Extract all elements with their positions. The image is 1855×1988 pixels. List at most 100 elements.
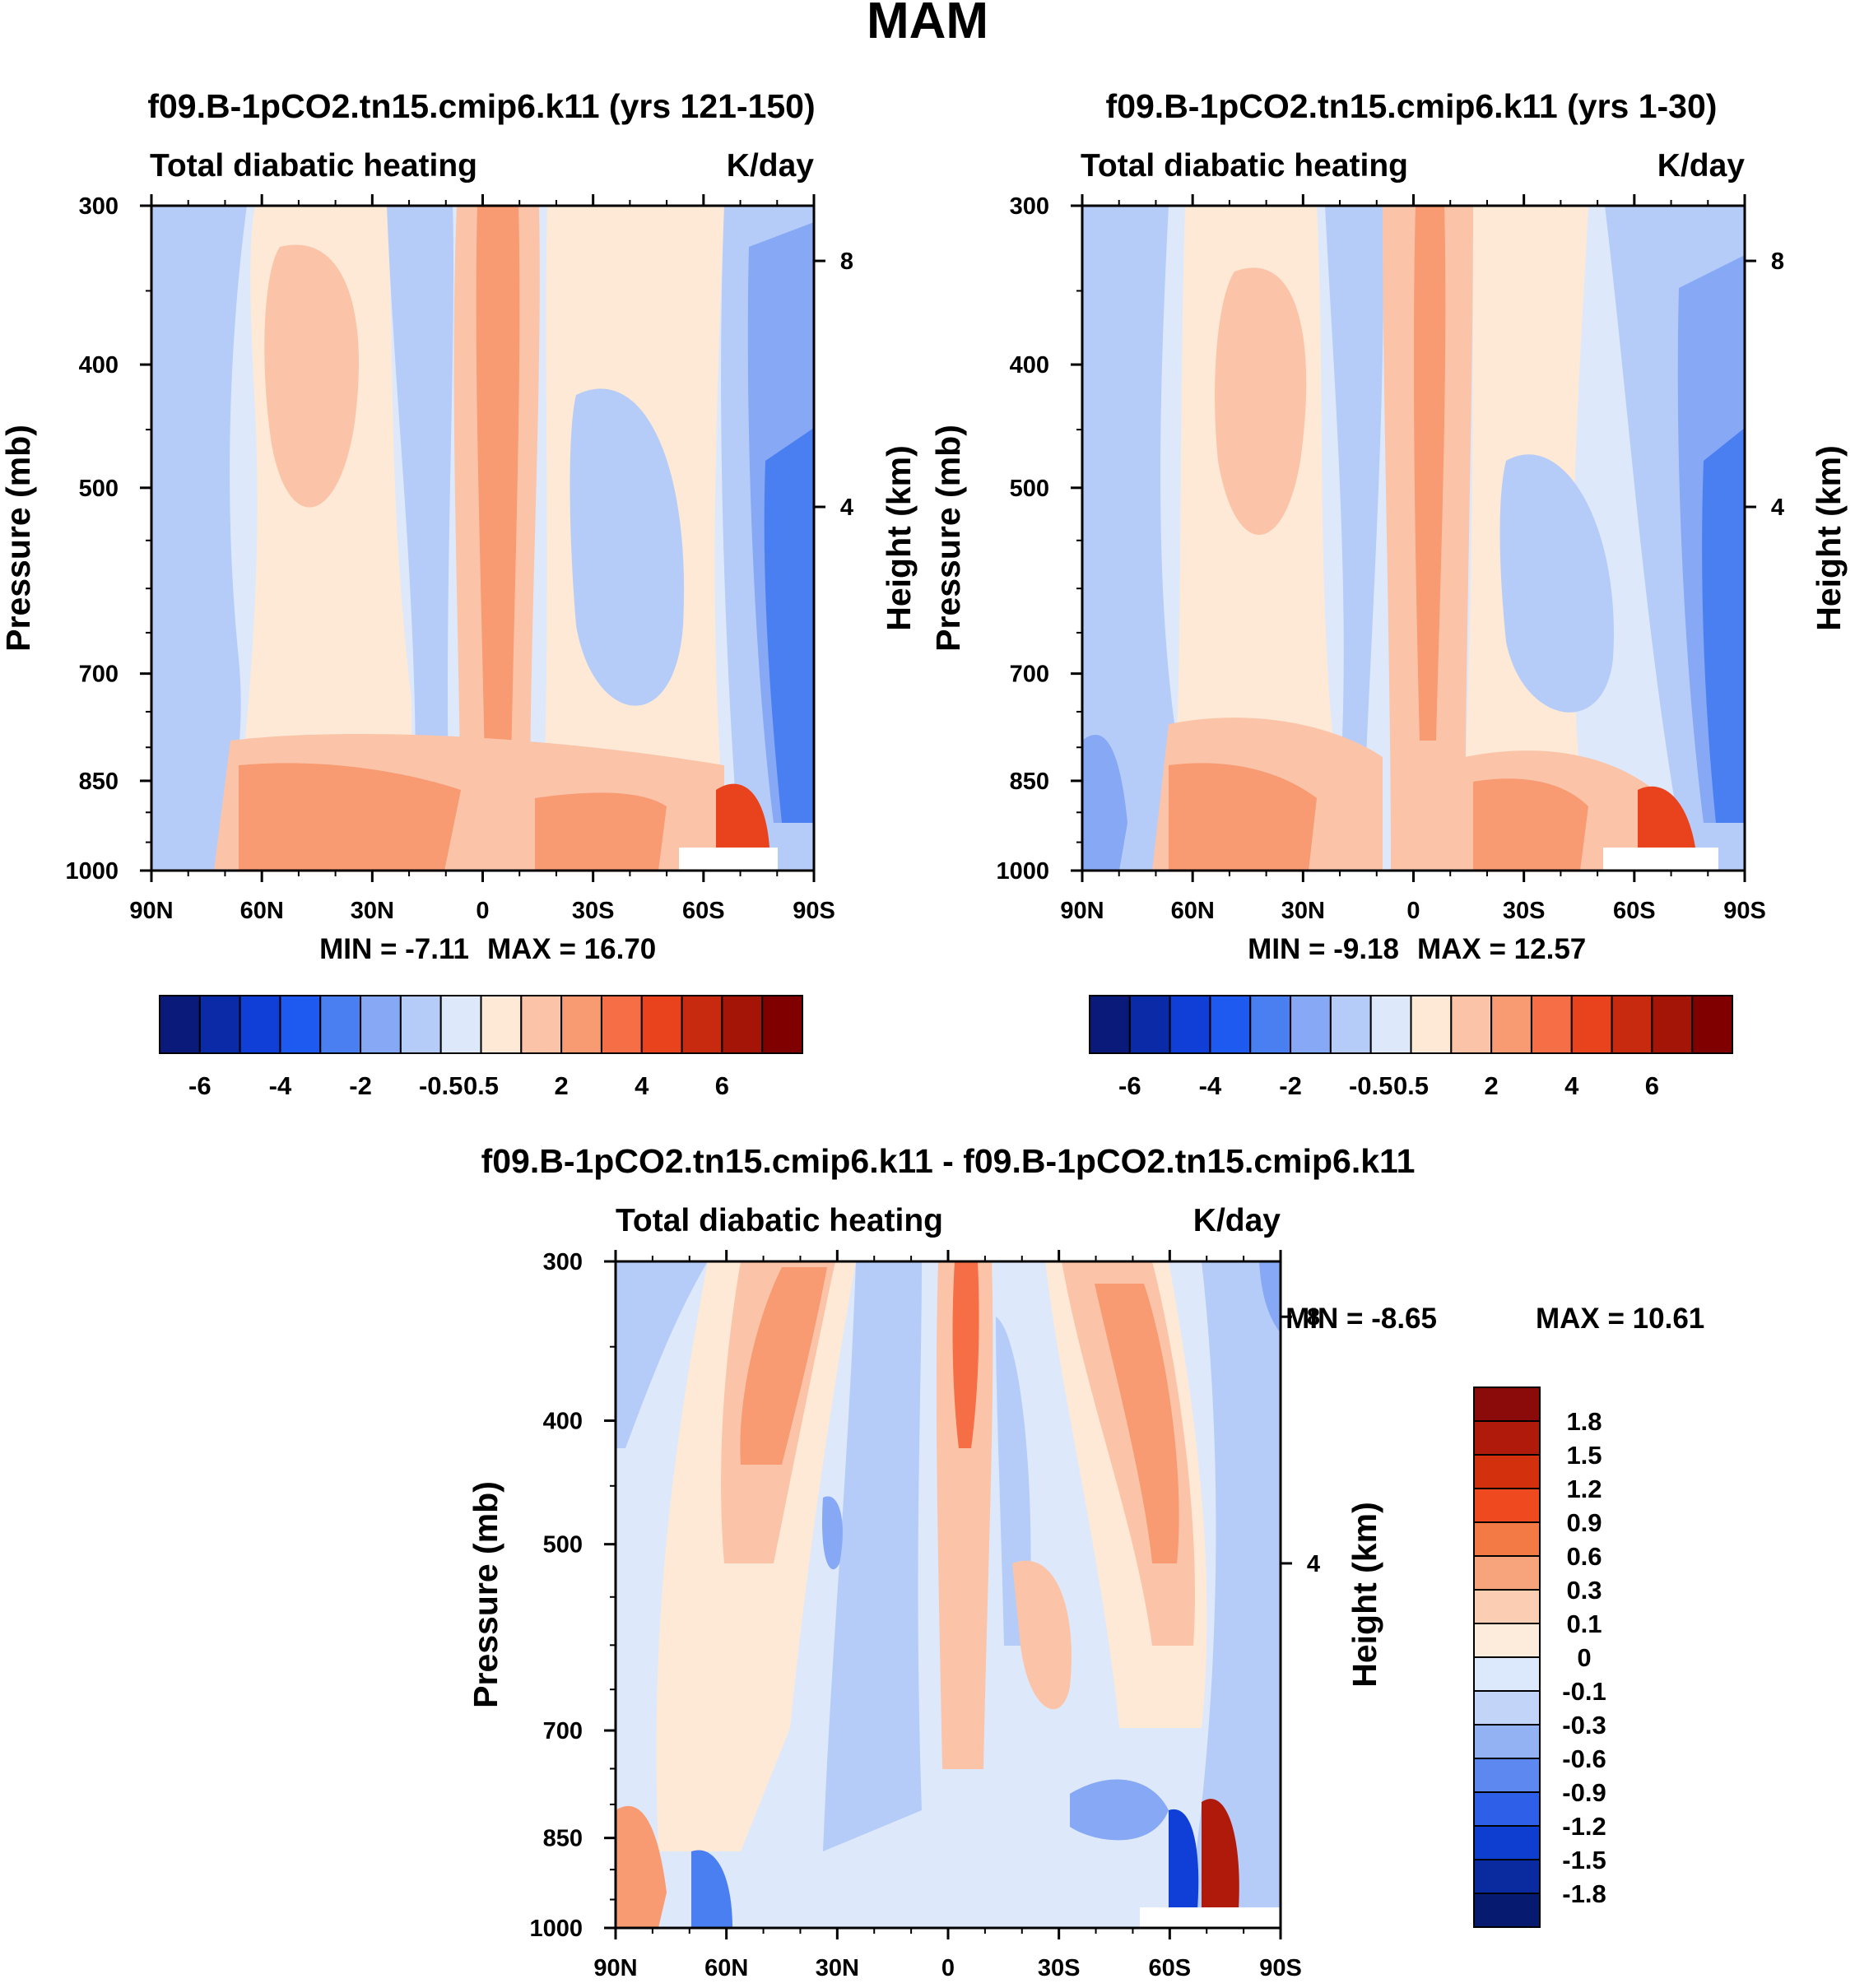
colorbar-swatch bbox=[1473, 1825, 1541, 1860]
panel-3-region-polar-hot bbox=[1202, 1799, 1239, 1909]
panel-1-missing-region bbox=[679, 848, 778, 871]
y-tick-label: 500 bbox=[79, 476, 119, 502]
panel-1-region-itcz-core bbox=[476, 206, 520, 806]
panel-3-region-blt-warm bbox=[616, 1805, 667, 1928]
panel-3-missing-region bbox=[1140, 1907, 1281, 1928]
x-tick-label: 0 bbox=[476, 898, 489, 924]
colorbar-label: 0.5 bbox=[1393, 1071, 1429, 1100]
colorbar-swatch bbox=[239, 995, 281, 1054]
y-tick-label: 1000 bbox=[65, 858, 119, 885]
colorbar-swatch bbox=[761, 995, 803, 1054]
colorbar-swatch bbox=[1473, 1859, 1541, 1894]
y-tick-label: 850 bbox=[79, 769, 119, 795]
panel-3-subtitle: Total diabatic heating bbox=[616, 1203, 943, 1238]
panel-3-colorbar: 1.8 1.5 1.2 0.9 0.6 0.3 0.1 0 -0.1 -0.3 -0.6 -0.9 -1… bbox=[1473, 1386, 1606, 1928]
colorbar-swatch bbox=[1473, 1589, 1541, 1624]
y-tick-label: 400 bbox=[543, 1409, 583, 1435]
colorbar-swatch bbox=[198, 995, 241, 1054]
y-tick-label: 300 bbox=[79, 193, 119, 220]
panel-1-axes: 300 400 500 700 850 1000 90N 60N 30N 0 30S 60S 90S 8 4 bbox=[65, 193, 853, 924]
colorbar-swatch bbox=[1530, 995, 1573, 1054]
colorbar-swatch bbox=[1089, 995, 1131, 1054]
colorbar-swatch bbox=[1450, 995, 1493, 1054]
y-tick-label: 300 bbox=[543, 1249, 583, 1275]
x-tick-label: 60N bbox=[240, 898, 284, 924]
panel-2-ylabel-right: Height (km) bbox=[1810, 445, 1848, 631]
height-tick-label: 4 bbox=[840, 495, 853, 521]
colorbar-label: -0.5 bbox=[419, 1071, 463, 1100]
panel-3-region-blue-polar-top bbox=[1259, 1261, 1281, 1333]
y-tick-label: 1000 bbox=[996, 858, 1049, 885]
colorbar-swatch bbox=[721, 995, 764, 1054]
colorbar-swatch bbox=[1290, 995, 1332, 1054]
colorbar-label: -1.8 bbox=[1562, 1879, 1606, 1908]
colorbar-swatch bbox=[360, 995, 402, 1054]
x-tick-label: 30N bbox=[351, 898, 394, 924]
colorbar-swatch bbox=[1249, 995, 1292, 1054]
height-tick-label: 8 bbox=[1307, 1304, 1320, 1331]
x-tick-label: 0 bbox=[941, 1955, 955, 1981]
panel-2-region-blue-nh bbox=[1082, 206, 1185, 871]
panel-3-region-warm-sh-lobe bbox=[1012, 1560, 1072, 1710]
panel-1-max: MAX = 16.70 bbox=[487, 933, 656, 965]
colorbar-label: 6 bbox=[1645, 1071, 1659, 1100]
height-tick-label: 8 bbox=[1771, 248, 1784, 275]
colorbar-swatch bbox=[399, 995, 442, 1054]
x-tick-label: 30N bbox=[816, 1955, 859, 1981]
colorbar-swatch bbox=[439, 995, 482, 1054]
x-tick-label: 0 bbox=[1406, 898, 1420, 924]
colorbar-swatch bbox=[640, 995, 683, 1054]
colorbar-swatch bbox=[1691, 995, 1733, 1054]
panel-1-title: f09.B-1pCO2.tn15.cmip6.k11 (yrs 121-150) bbox=[147, 87, 815, 125]
panel-3-region-warm-eq-core bbox=[952, 1261, 979, 1448]
colorbar-swatch bbox=[1369, 995, 1412, 1054]
panel-3-min: MIN = -8.65 bbox=[1285, 1303, 1437, 1335]
colorbar-label: 0 bbox=[1577, 1643, 1591, 1672]
panel-1-region-blue-sh bbox=[570, 388, 685, 706]
panel-1-region-blue-nh bbox=[151, 206, 247, 871]
panel-3-units: K/day bbox=[1193, 1203, 1281, 1238]
y-tick-label: 700 bbox=[1010, 662, 1049, 688]
colorbar-swatch bbox=[1473, 1623, 1541, 1658]
panel-3-region-blue-subtrop-deep bbox=[822, 1496, 843, 1570]
height-tick-label: 4 bbox=[1771, 495, 1784, 521]
colorbar-swatch bbox=[1490, 995, 1532, 1054]
panel-2-subtitle: Total diabatic heating bbox=[1081, 148, 1408, 183]
x-tick-label: 60S bbox=[1149, 1955, 1192, 1981]
panel-1-region-blt-warm-sh bbox=[535, 792, 667, 871]
colorbar-label: 0.6 bbox=[1566, 1542, 1602, 1571]
x-tick-label: 90N bbox=[593, 1955, 637, 1981]
panel-2-axes: 300 400 500 700 850 1000 90N 60N 30N 0 30S 60S 90S 8 4 bbox=[996, 193, 1784, 924]
panel-3: f09.B-1pCO2.tn15.cmip6.k11 - f09.B-1pCO2… bbox=[467, 1142, 1704, 1981]
colorbar-label: -2 bbox=[1279, 1071, 1302, 1100]
colorbar-swatch bbox=[1473, 1454, 1541, 1489]
panel-2-min: MIN = -9.18 bbox=[1248, 933, 1399, 965]
colorbar-label: -2 bbox=[349, 1071, 372, 1100]
panel-2-max: MAX = 12.57 bbox=[1417, 933, 1586, 965]
panel-3-ylabel: Pressure (mb) bbox=[467, 1481, 504, 1708]
colorbar-label: 1.8 bbox=[1566, 1407, 1602, 1436]
colorbar-swatch bbox=[1169, 995, 1211, 1054]
panel-3-region-warm-eq bbox=[936, 1261, 993, 1769]
y-tick-label: 300 bbox=[1010, 193, 1049, 220]
colorbar-label: -0.1 bbox=[1562, 1677, 1606, 1706]
colorbar-swatch bbox=[1473, 1893, 1541, 1928]
x-tick-label: 60S bbox=[1613, 898, 1656, 924]
panel-2-region-blue-nh-deep bbox=[1082, 735, 1127, 871]
colorbar-label: -6 bbox=[188, 1071, 212, 1100]
colorbar-label: -6 bbox=[1118, 1071, 1141, 1100]
panel-2-missing-region bbox=[1603, 848, 1718, 871]
panel-1-region-blue-polar-strong bbox=[764, 428, 814, 823]
panel-1-ylabel: Pressure (mb) bbox=[0, 425, 37, 652]
colorbar-label: 0.1 bbox=[1566, 1609, 1602, 1638]
panel-1-units: K/day bbox=[727, 148, 815, 183]
colorbar-label: 0.9 bbox=[1566, 1508, 1602, 1537]
colorbar-label: -1.5 bbox=[1562, 1846, 1606, 1874]
x-tick-label: 90S bbox=[793, 898, 835, 924]
x-tick-label: 90N bbox=[1060, 898, 1104, 924]
panel-1-region-blue-subtrop bbox=[387, 206, 454, 782]
y-tick-label: 500 bbox=[1010, 476, 1049, 502]
x-tick-label: 90S bbox=[1723, 898, 1766, 924]
colorbar-swatch bbox=[1611, 995, 1653, 1054]
colorbar-swatch bbox=[681, 995, 723, 1054]
